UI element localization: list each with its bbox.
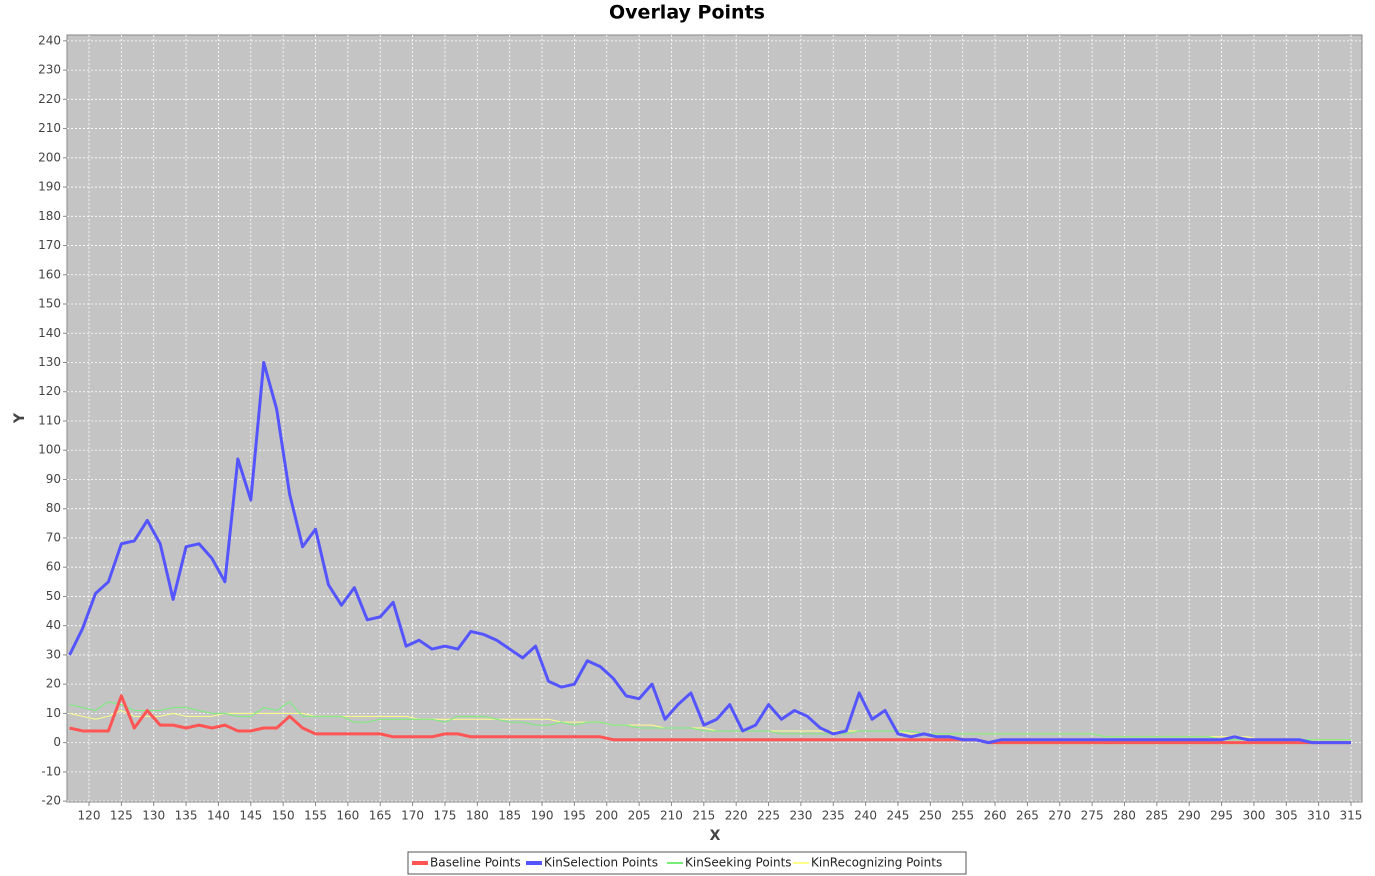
x-tick-label: 215 [692, 809, 715, 823]
x-tick-label: 125 [110, 809, 133, 823]
plot-area [66, 34, 1363, 803]
x-tick-label: 135 [175, 809, 198, 823]
y-tick-label: 180 [38, 209, 61, 223]
x-tick-label: 210 [660, 809, 683, 823]
legend-label: KinSeeking Points [685, 856, 792, 870]
x-tick-label: 120 [78, 809, 101, 823]
series-line [69, 694, 1351, 745]
x-tick-label: 260 [984, 809, 1007, 823]
y-tick-label: 30 [46, 647, 61, 661]
x-tick-label: 265 [1016, 809, 1039, 823]
x-tick-label: 160 [336, 809, 359, 823]
x-tick-label: 170 [401, 809, 424, 823]
x-tick-label: 155 [304, 809, 327, 823]
x-tick-label: 310 [1307, 809, 1330, 823]
x-tick-label: 225 [757, 809, 780, 823]
y-tick-label: 140 [38, 326, 61, 340]
y-tick-label: 110 [38, 413, 61, 427]
legend-box [407, 851, 967, 875]
y-tick-label: 190 [38, 180, 61, 194]
y-tick-label: 200 [38, 150, 61, 164]
x-tick-label: 190 [531, 809, 554, 823]
x-tick-label: 235 [822, 809, 845, 823]
x-tick-label: 305 [1275, 809, 1298, 823]
y-tick-label: 40 [46, 618, 61, 632]
x-tick-label: 130 [142, 809, 165, 823]
x-tick-label: 230 [789, 809, 812, 823]
x-tick-label: 150 [272, 809, 295, 823]
series-line [68, 361, 1351, 745]
chart-title: Overlay Points [609, 2, 765, 24]
y-tick-label: 150 [38, 297, 61, 311]
x-tick-label: 295 [1210, 809, 1233, 823]
y-tick-label: 80 [46, 501, 61, 515]
series-line [69, 701, 1351, 741]
x-tick-label: 165 [369, 809, 392, 823]
y-tick-label: 130 [38, 355, 61, 369]
y-tick-label: 220 [38, 92, 61, 106]
x-tick-label: 290 [1178, 809, 1201, 823]
x-tick-label: 195 [563, 809, 586, 823]
y-tick-label: 10 [46, 706, 61, 720]
x-tick-label: 175 [433, 809, 456, 823]
y-tick-label: 60 [46, 560, 61, 574]
x-tick-label: 280 [1113, 809, 1136, 823]
x-axis-title: X [710, 828, 721, 844]
x-tick-label: 245 [887, 809, 910, 823]
x-tick-label: 240 [854, 809, 877, 823]
x-tick-label: 300 [1242, 809, 1265, 823]
y-tick-label: 70 [46, 530, 61, 544]
y-tick-label: 230 [38, 63, 61, 77]
y-tick-label: 20 [46, 677, 61, 691]
x-tick-label: 270 [1048, 809, 1071, 823]
x-tick-label: 200 [595, 809, 618, 823]
x-tick-label: 285 [1145, 809, 1168, 823]
y-tick-label: 100 [38, 443, 61, 457]
y-tick-label: 210 [38, 121, 61, 135]
legend-label: KinRecognizing Points [811, 856, 942, 870]
y-tick-label: 0 [53, 735, 61, 749]
x-tick-label: 140 [207, 809, 230, 823]
y-tick-label: 240 [38, 33, 61, 47]
x-tick-label: 220 [725, 809, 748, 823]
x-tick-label: 275 [1081, 809, 1104, 823]
y-tick-label: 120 [38, 384, 61, 398]
x-tick-label: 205 [628, 809, 651, 823]
y-tick-label: 90 [46, 472, 61, 486]
y-tick-label: -20 [41, 794, 61, 808]
x-tick-label: 255 [951, 809, 974, 823]
y-tick-label: 160 [38, 267, 61, 281]
x-tick-label: 180 [466, 809, 489, 823]
y-tick-label: -10 [41, 764, 61, 778]
legend-label: Baseline Points [430, 856, 521, 870]
y-tick-label: 50 [46, 589, 61, 603]
x-tick-label: 145 [239, 809, 262, 823]
x-tick-label: 315 [1340, 809, 1363, 823]
x-tick-label: 185 [498, 809, 521, 823]
y-axis-title: Y [12, 412, 28, 424]
y-tick-label: 170 [38, 238, 61, 252]
x-tick-label: 250 [919, 809, 942, 823]
legend-label: KinSelection Points [544, 856, 658, 870]
